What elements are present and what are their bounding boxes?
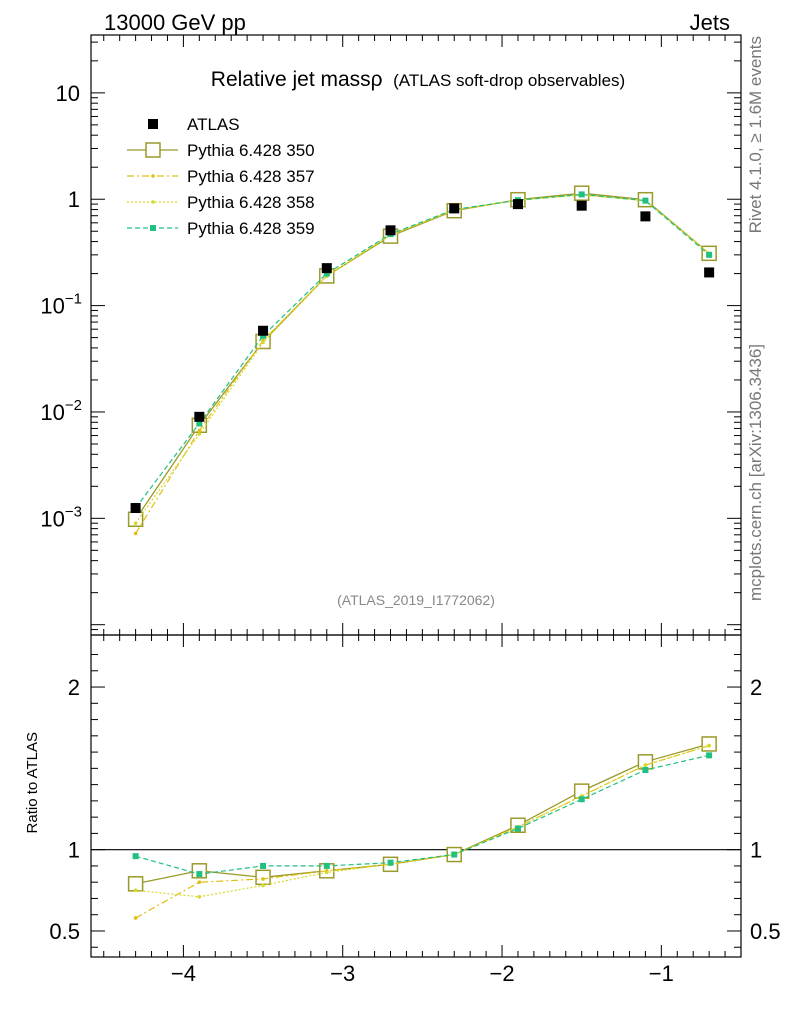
legend-marker: [151, 174, 155, 178]
x-tick-label: −3: [330, 961, 355, 986]
legend-marker: [150, 225, 156, 231]
ratio-series-line: [135, 743, 710, 885]
main-point: [260, 332, 267, 339]
ratio-point: [642, 766, 649, 773]
main-series-data: [130, 199, 715, 514]
legend-marker: [145, 142, 161, 158]
ratio-point: [578, 796, 585, 803]
ratio-point: [261, 883, 265, 888]
ratio-series-line: [135, 745, 710, 898]
legend-marker: [148, 119, 158, 129]
ratio-point: [706, 752, 713, 759]
ratio-series-3: [132, 752, 713, 878]
legend-item: Pythia 6.428 358: [127, 193, 315, 212]
main-series-line: [135, 192, 710, 520]
energy-label: 13000 GeV pp: [104, 10, 246, 35]
main-point: [197, 432, 202, 436]
ratio-plot-panel: −4 −3 −2 −1 0.5 0.5 1 1 2 2 Ratio to ATLAS: [24, 634, 781, 986]
legend-label: Pythia 6.428 357: [187, 167, 315, 186]
main-point: [706, 251, 713, 258]
x-tick-label: −4: [171, 961, 196, 986]
legend-item: ATLAS: [148, 115, 240, 134]
analysis-id-label: (ATLAS_2019_I1772062): [337, 592, 495, 608]
ratio-point: [197, 880, 202, 884]
main-y-tick-label: 10: [56, 81, 80, 106]
ratio-point: [643, 763, 648, 767]
main-point: [642, 197, 649, 204]
legend-item: Pythia 6.428 350: [127, 141, 315, 160]
main-plot-panel: 10−3 10−2 10−1 1 10 Relative jet massρ (ATLA…: [40, 34, 742, 636]
ratio-point: [132, 853, 139, 860]
legend-item: Pythia 6.428 357: [127, 167, 315, 186]
legend-label: Pythia 6.428 358: [187, 193, 315, 212]
x-tick-label: −2: [489, 961, 514, 986]
ratio-y-tick-label-right: 0.5: [750, 919, 781, 944]
main-y-tick-label: 10−1: [40, 291, 82, 319]
ratio-point: [260, 862, 267, 869]
main-point: [578, 191, 585, 198]
data-point: [512, 199, 523, 210]
ratio-y-axis-label: Ratio to ATLAS: [24, 732, 41, 833]
legend-item: Pythia 6.428 359: [127, 219, 315, 238]
data-point: [258, 325, 269, 336]
main-point: [133, 531, 138, 536]
ratio-point: [196, 871, 203, 878]
data-point: [640, 211, 651, 222]
ratio-y-tick-label: 0.5: [49, 919, 80, 944]
main-point: [323, 270, 330, 277]
legend-marker: [151, 200, 155, 204]
rivet-label: Rivet 4.1.0, ≥ 1.6M events: [746, 36, 765, 233]
main-point: [133, 521, 138, 525]
main-series-line: [135, 194, 710, 524]
data-point: [449, 203, 460, 214]
main-y-tick-label: 10−2: [40, 397, 82, 425]
ratio-point: [707, 743, 711, 748]
main-y-tick-label: 10−3: [40, 503, 82, 531]
ratio-point: [133, 916, 138, 920]
main-series-line: [135, 193, 710, 509]
legend: ATLAS Pythia 6.428 350 Pythia 6.428 357 Pyt…: [127, 115, 315, 238]
ratio-point: [323, 862, 330, 869]
main-point: [261, 340, 265, 345]
ratio-point: [191, 863, 208, 879]
data-point: [704, 267, 715, 278]
ratio-point: [133, 888, 138, 893]
plot-title-sub: (ATLAS soft-drop observables): [393, 71, 625, 90]
ratio-point: [514, 825, 521, 832]
ratio-point: [261, 877, 265, 881]
legend-label: Pythia 6.428 350: [187, 141, 315, 160]
data-point: [321, 263, 332, 274]
data-point: [576, 200, 587, 211]
x-tick-label: −1: [649, 961, 674, 986]
ratio-series-line: [135, 754, 710, 875]
site-label: mcplots.cern.ch [arXiv:1306.3436]: [746, 344, 765, 601]
plot-title: Relative jet massρ (ATLAS soft-drop obse…: [211, 68, 625, 91]
data-point: [194, 411, 205, 422]
ratio-y-tick-label: 2: [68, 675, 80, 700]
plot-title-main: Relative jet massρ: [211, 68, 383, 91]
data-point: [385, 225, 396, 236]
ratio-y-tick-label-right: 1: [750, 838, 762, 863]
ratio-point: [387, 859, 394, 866]
data-point: [130, 503, 141, 514]
main-point: [197, 428, 202, 433]
ratio-series-line: [135, 745, 710, 919]
legend-label: Pythia 6.428 359: [187, 219, 315, 238]
ratio-y-tick-label: 1: [68, 838, 80, 863]
ratio-point: [197, 895, 202, 899]
main-point: [196, 420, 203, 427]
category-label: Jets: [690, 10, 730, 35]
main-y-tick-label: 1: [68, 187, 80, 212]
ratio-point: [451, 851, 458, 858]
ratio-plot-frame: [90, 634, 742, 958]
ratio-point: [324, 870, 329, 875]
ratio-y-tick-label-right: 2: [750, 675, 762, 700]
legend-label: ATLAS: [187, 115, 240, 134]
